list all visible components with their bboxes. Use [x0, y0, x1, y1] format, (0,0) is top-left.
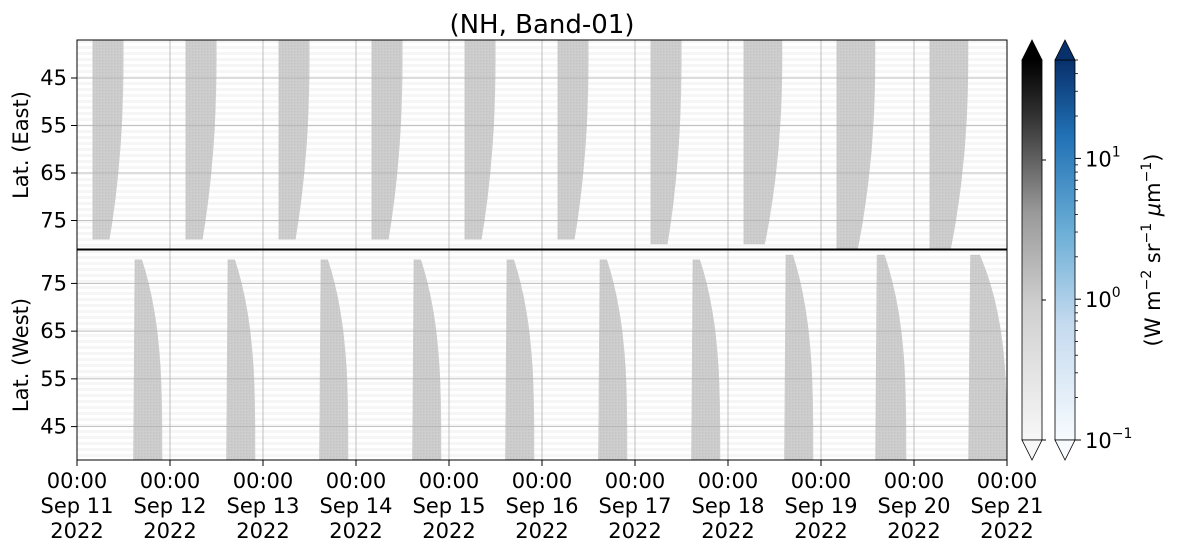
west-swath [319, 259, 349, 460]
west-swath [412, 259, 442, 460]
west-swath [875, 254, 907, 460]
y-tick-label: 65 [40, 319, 67, 343]
east-swath [92, 40, 124, 240]
west-swath [598, 259, 628, 460]
x-tick-label: 00:00 Sep 13 2022 [227, 469, 300, 543]
east-swath [650, 40, 682, 245]
chart-title: (NH, Band-01) [449, 10, 634, 40]
west-swath [133, 259, 163, 460]
x-tick-label: 00:00 Sep 17 2022 [599, 469, 672, 543]
colorbar-tick-label: 101 [1085, 144, 1121, 171]
y-tick-label: 55 [40, 114, 67, 138]
extend-max-arrow [1021, 39, 1043, 61]
y-tick-label: 55 [40, 367, 67, 391]
colorbar-tick-label: 10−1 [1085, 426, 1132, 453]
y-axis-label-east: Lat. (East) [9, 91, 33, 199]
colorbar-label: (W m−2 sr−1 μm−1) [1139, 154, 1165, 347]
east-swath [836, 40, 876, 249]
x-tick-label: 00:00 Sep 16 2022 [506, 469, 579, 543]
east-swath [278, 40, 310, 240]
y-tick-label: 45 [40, 66, 67, 90]
y-tick-label: 75 [40, 209, 67, 233]
x-tick-label: 00:00 Sep 11 2022 [41, 469, 114, 543]
x-tick-label: 00:00 Sep 18 2022 [692, 469, 765, 543]
y-tick-label: 75 [40, 271, 67, 295]
west-swath [505, 259, 535, 460]
west-swath [784, 254, 814, 460]
x-tick-label: 00:00 Sep 19 2022 [785, 469, 858, 543]
east-swath [371, 40, 403, 240]
y-axis-label-west: Lat. (West) [9, 298, 33, 412]
east-swath [185, 40, 217, 240]
east-swath [929, 40, 969, 249]
x-tick-label: 00:00 Sep 20 2022 [878, 469, 951, 543]
x-tick-label: 00:00 Sep 15 2022 [413, 469, 486, 543]
extend-max-arrow [1054, 39, 1076, 61]
extend-min-arrow [1021, 439, 1043, 461]
colorbar-greys [1021, 39, 1046, 461]
east-swath [464, 40, 496, 240]
y-tick-label: 65 [40, 161, 67, 185]
x-tick-label: 00:00 Sep 14 2022 [320, 469, 393, 543]
y-tick-label: 45 [40, 415, 67, 439]
west-swath [691, 259, 721, 460]
east-panel: 45 55 65 75 [40, 39, 1008, 250]
west-swath [226, 259, 256, 460]
west-panel: 75 65 55 45 [40, 249, 1008, 461]
west-swath [968, 254, 1007, 460]
x-tick-label: 00:00 Sep 21 2022 [971, 469, 1044, 543]
east-swath [743, 40, 783, 245]
east-swath [557, 40, 589, 240]
x-tick-label: 00:00 Sep 12 2022 [134, 469, 207, 543]
colorbar-blues [1054, 39, 1076, 461]
colorbar-tick-label: 100 [1085, 285, 1121, 312]
extend-min-arrow [1054, 439, 1076, 461]
